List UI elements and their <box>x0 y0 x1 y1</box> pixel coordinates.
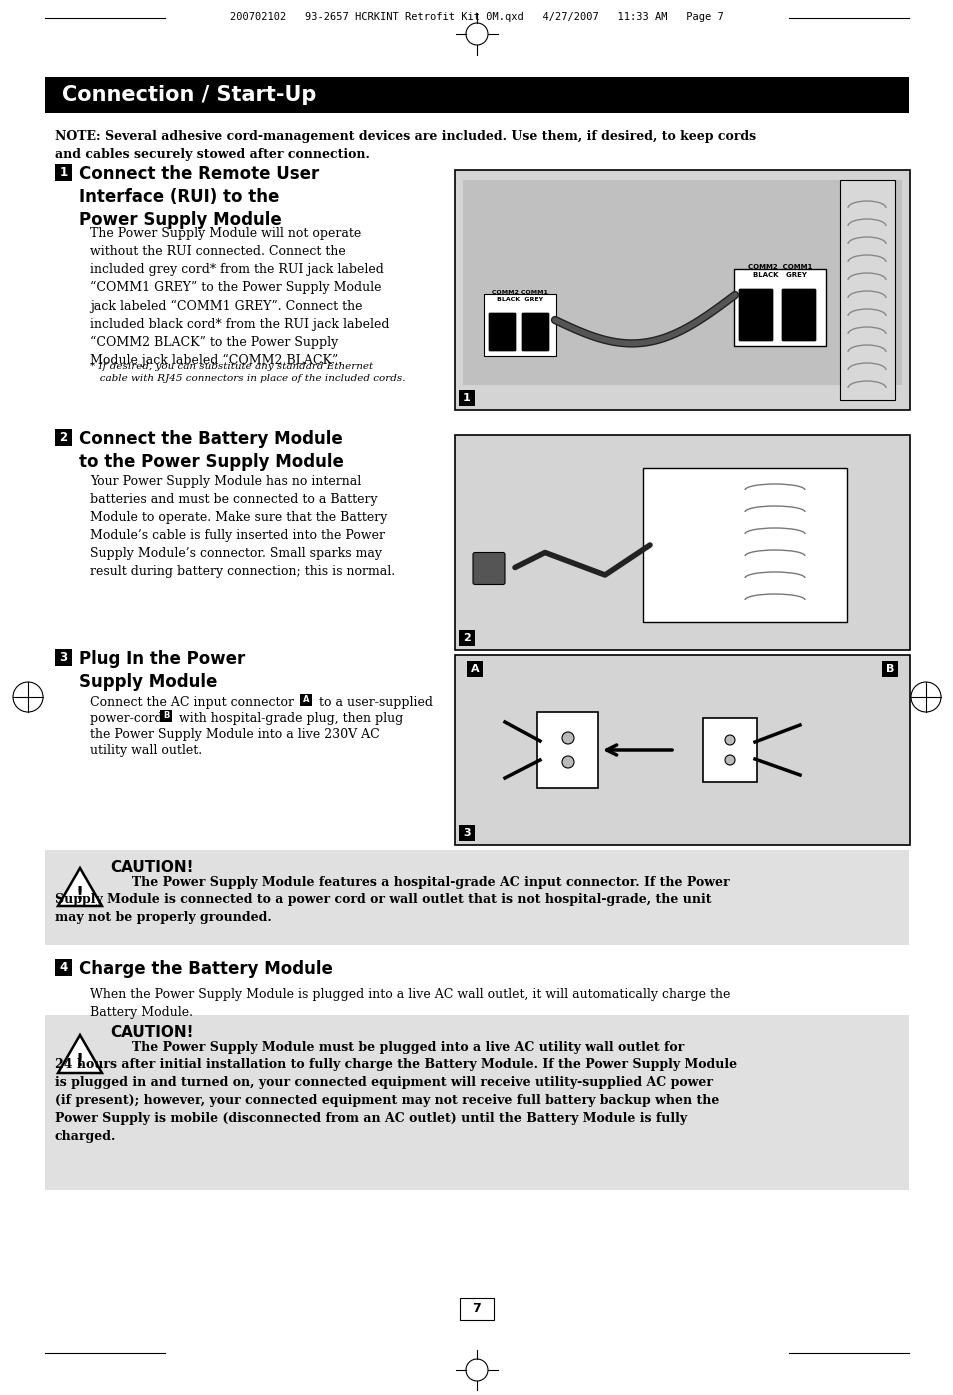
Circle shape <box>724 735 734 745</box>
Text: B: B <box>163 711 169 720</box>
Text: A: A <box>470 664 478 674</box>
FancyBboxPatch shape <box>483 294 556 356</box>
Text: !: ! <box>76 884 84 903</box>
FancyBboxPatch shape <box>455 435 909 650</box>
Text: Connection / Start-Up: Connection / Start-Up <box>62 85 316 105</box>
Text: 1: 1 <box>462 393 471 403</box>
Polygon shape <box>58 868 102 905</box>
FancyBboxPatch shape <box>55 958 71 976</box>
FancyBboxPatch shape <box>840 180 894 400</box>
Text: The Power Supply Module must be plugged into a live AC utility wall outlet for: The Power Supply Module must be plugged … <box>110 1041 683 1055</box>
Text: When the Power Supply Module is plugged into a live AC wall outlet, it will auto: When the Power Supply Module is plugged … <box>90 988 730 1018</box>
Text: 2: 2 <box>462 633 471 643</box>
Text: COMM2 COMM1: COMM2 COMM1 <box>492 290 547 294</box>
Text: Connect the Remote User
Interface (RUI) to the
Power Supply Module: Connect the Remote User Interface (RUI) … <box>79 165 319 229</box>
Text: utility wall outlet.: utility wall outlet. <box>90 744 202 757</box>
FancyBboxPatch shape <box>458 631 475 646</box>
Text: 4: 4 <box>59 961 68 974</box>
FancyBboxPatch shape <box>642 467 846 622</box>
FancyBboxPatch shape <box>459 1297 494 1320</box>
Text: CAUTION!: CAUTION! <box>110 859 193 875</box>
Text: 3: 3 <box>59 651 68 664</box>
FancyBboxPatch shape <box>521 312 548 352</box>
FancyBboxPatch shape <box>45 850 908 944</box>
FancyBboxPatch shape <box>537 711 598 788</box>
FancyBboxPatch shape <box>781 289 815 340</box>
FancyBboxPatch shape <box>458 824 475 841</box>
Text: A: A <box>302 696 309 704</box>
Text: BLACK   GREY: BLACK GREY <box>752 272 806 278</box>
FancyBboxPatch shape <box>55 165 71 181</box>
FancyBboxPatch shape <box>489 312 516 352</box>
Text: with hospital-grade plug, then plug: with hospital-grade plug, then plug <box>174 711 403 725</box>
Text: The Power Supply Module features a hospital-grade AC input connector. If the Pow: The Power Supply Module features a hospi… <box>110 876 729 889</box>
Polygon shape <box>58 1035 102 1073</box>
Text: B: B <box>885 664 893 674</box>
Text: 1: 1 <box>59 166 68 179</box>
FancyBboxPatch shape <box>733 269 825 346</box>
FancyBboxPatch shape <box>702 718 757 783</box>
Circle shape <box>724 755 734 764</box>
Text: BLACK  GREY: BLACK GREY <box>497 297 542 301</box>
FancyBboxPatch shape <box>458 391 475 406</box>
FancyBboxPatch shape <box>299 693 312 706</box>
FancyBboxPatch shape <box>55 649 71 665</box>
FancyBboxPatch shape <box>882 661 897 677</box>
FancyBboxPatch shape <box>455 170 909 410</box>
FancyBboxPatch shape <box>739 289 772 340</box>
FancyBboxPatch shape <box>467 661 482 677</box>
Text: 200702102   93-2657 HCRKINT Retrofit Kit 0M.qxd   4/27/2007   11:33 AM   Page 7: 200702102 93-2657 HCRKINT Retrofit Kit 0… <box>230 13 723 22</box>
Text: Charge the Battery Module: Charge the Battery Module <box>79 960 333 978</box>
Text: Your Power Supply Module has no internal
batteries and must be connected to a Ba: Your Power Supply Module has no internal… <box>90 476 395 578</box>
Text: to a user-supplied: to a user-supplied <box>314 696 433 709</box>
FancyBboxPatch shape <box>455 656 909 845</box>
Text: Connect the Battery Module
to the Power Supply Module: Connect the Battery Module to the Power … <box>79 430 343 472</box>
Text: 7: 7 <box>472 1303 481 1315</box>
Text: the Power Supply Module into a live 230V AC: the Power Supply Module into a live 230V… <box>90 728 379 741</box>
Text: Supply Module is connected to a power cord or wall outlet that is not hospital-g: Supply Module is connected to a power co… <box>55 893 711 923</box>
Circle shape <box>561 756 574 769</box>
Text: 24 hours after initial installation to fully charge the Battery Module. If the P: 24 hours after initial installation to f… <box>55 1057 737 1143</box>
Text: 3: 3 <box>463 829 471 838</box>
Circle shape <box>561 732 574 744</box>
Text: NOTE: Several adhesive cord-management devices are included. Use them, if desire: NOTE: Several adhesive cord-management d… <box>55 130 756 160</box>
Text: The Power Supply Module will not operate
without the RUI connected. Connect the
: The Power Supply Module will not operate… <box>90 227 389 367</box>
FancyBboxPatch shape <box>473 552 504 585</box>
Text: !: ! <box>76 1052 84 1070</box>
Text: * If desired, you can substitute any standard Ethernet
   cable with RJ45 connec: * If desired, you can substitute any sta… <box>90 361 405 382</box>
Text: CAUTION!: CAUTION! <box>110 1025 193 1041</box>
FancyBboxPatch shape <box>55 430 71 446</box>
Text: power-cord: power-cord <box>90 711 167 725</box>
Text: Connect the AC input connector: Connect the AC input connector <box>90 696 297 709</box>
FancyBboxPatch shape <box>462 180 901 385</box>
Text: 2: 2 <box>59 431 68 444</box>
FancyBboxPatch shape <box>45 1016 908 1190</box>
FancyBboxPatch shape <box>45 77 908 113</box>
Text: COMM2  COMM1: COMM2 COMM1 <box>747 264 811 271</box>
FancyBboxPatch shape <box>160 710 172 723</box>
Text: Plug In the Power
Supply Module: Plug In the Power Supply Module <box>79 650 245 691</box>
